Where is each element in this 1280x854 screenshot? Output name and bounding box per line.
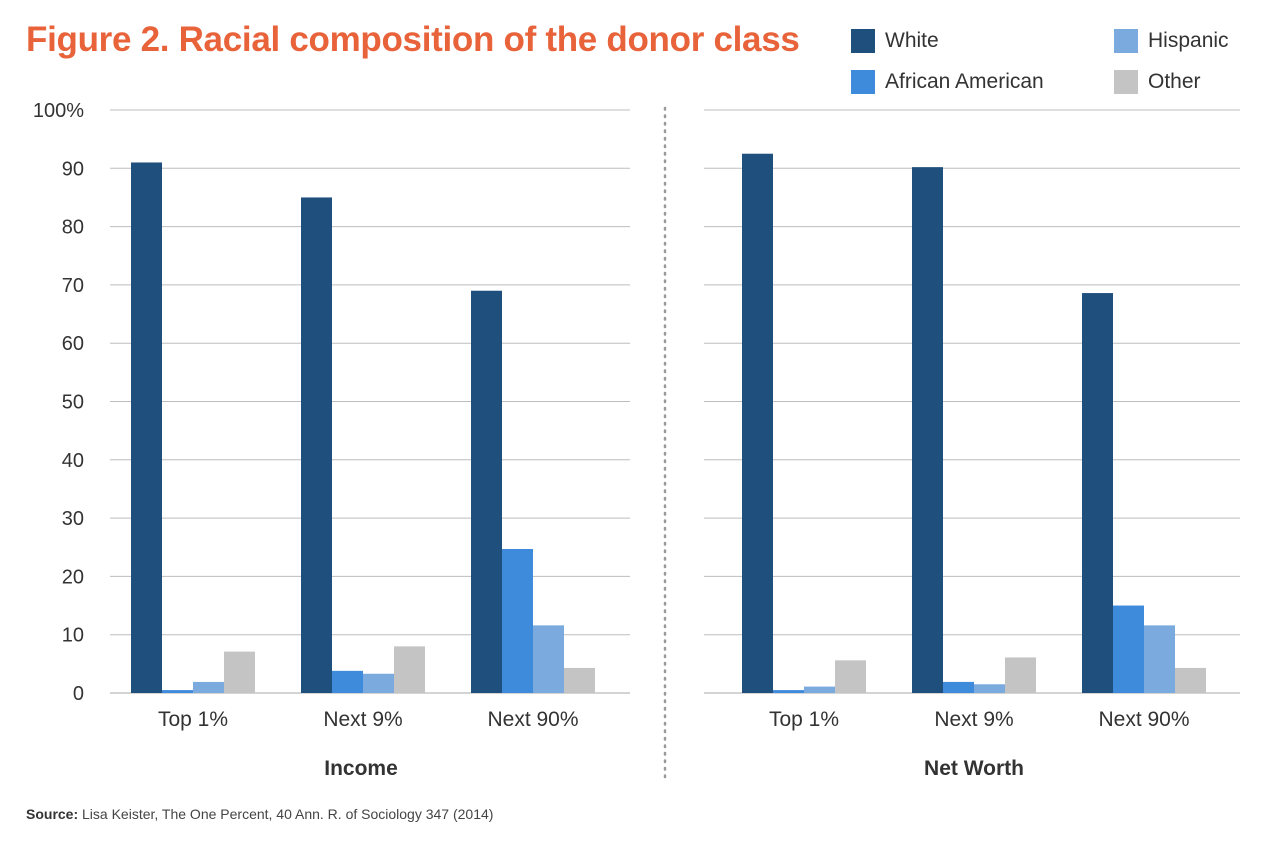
legend-swatch-african-american bbox=[851, 70, 875, 94]
legend-swatch-hispanic bbox=[1114, 29, 1138, 53]
y-tick-label: 80 bbox=[62, 217, 84, 239]
y-tick-label: 60 bbox=[62, 333, 84, 355]
source-note: Source: Lisa Keister, The One Percent, 4… bbox=[26, 806, 493, 822]
y-tick-label: 90 bbox=[62, 158, 84, 180]
bar-net-worth-top-1-white bbox=[742, 153, 773, 694]
bar-net-worth-next-9-hispanic bbox=[974, 684, 1005, 693]
legend-label-hispanic: Hispanic bbox=[1148, 29, 1229, 52]
bar-income-next-9-white bbox=[301, 197, 332, 693]
bar-net-worth-next-90-hispanic bbox=[1144, 625, 1175, 693]
bar-net-worth-top-1-african-american bbox=[773, 690, 804, 693]
x-tick-label: Next 9% bbox=[934, 708, 1013, 731]
bar-income-next-90-white bbox=[471, 290, 502, 693]
y-tick-label: 40 bbox=[62, 450, 84, 472]
bar-net-worth-next-90-african-american bbox=[1113, 605, 1144, 693]
x-tick-label: Top 1% bbox=[158, 708, 228, 731]
bar-net-worth-top-1-hispanic bbox=[804, 686, 835, 693]
x-tick-label: Next 90% bbox=[1098, 708, 1189, 731]
bar-income-next-90-african-american bbox=[502, 548, 533, 693]
y-tick-label: 30 bbox=[62, 508, 84, 530]
bar-net-worth-next-90-other bbox=[1175, 667, 1206, 693]
y-tick-label: 50 bbox=[62, 392, 84, 414]
legend-item-other: Other bbox=[1114, 69, 1201, 95]
source-text: Lisa Keister, The One Percent, 40 Ann. R… bbox=[82, 806, 494, 822]
legend-item-african-american: African American bbox=[851, 69, 1044, 95]
y-tick-label: 100% bbox=[33, 100, 84, 122]
bar-net-worth-next-9-african-american bbox=[943, 681, 974, 693]
bar-income-next-9-african-american bbox=[332, 670, 363, 693]
bar-income-next-90-hispanic bbox=[533, 625, 564, 693]
net-worth-panel: Top 1% Next 9% Next 90% Net Worth bbox=[742, 153, 1206, 780]
bar-net-worth-next-9-white bbox=[912, 167, 943, 693]
bar-income-top-1-african-american bbox=[162, 690, 193, 693]
bar-income-top-1-other bbox=[224, 651, 255, 693]
bar-net-worth-top-1-other bbox=[835, 660, 866, 693]
legend-label-other: Other bbox=[1148, 70, 1201, 93]
bar-net-worth-next-90-white bbox=[1082, 293, 1113, 693]
bar-income-next-9-hispanic bbox=[363, 673, 394, 693]
legend-swatch-other bbox=[1114, 70, 1138, 94]
y-tick-label: 10 bbox=[62, 625, 84, 647]
x-axis-label: Income bbox=[324, 757, 398, 780]
legend-label-african-american: African American bbox=[885, 70, 1044, 93]
bar-income-top-1-white bbox=[131, 162, 162, 694]
bar-income-next-9-other bbox=[394, 646, 425, 693]
y-tick-label: 0 bbox=[73, 683, 84, 705]
legend-swatch-white bbox=[851, 29, 875, 53]
y-axis-ticks: 0 10 20 30 40 50 60 70 80 90 100% bbox=[33, 100, 84, 705]
chart-title: Figure 2. Racial composition of the dono… bbox=[26, 20, 800, 59]
source-label: Source: bbox=[26, 806, 79, 822]
x-tick-label: Next 90% bbox=[487, 708, 578, 731]
income-panel: Top 1% Next 9% Next 90% Income bbox=[131, 162, 595, 780]
bar-net-worth-next-9-other bbox=[1005, 657, 1036, 693]
legend-item-hispanic: Hispanic bbox=[1114, 28, 1229, 54]
gridlines bbox=[110, 109, 1240, 694]
x-tick-label: Next 9% bbox=[323, 708, 402, 731]
bar-income-top-1-hispanic bbox=[193, 681, 224, 693]
y-tick-label: 70 bbox=[62, 275, 84, 297]
x-tick-label: Top 1% bbox=[769, 708, 839, 731]
legend-item-white: White bbox=[851, 28, 939, 54]
y-tick-label: 20 bbox=[62, 566, 84, 588]
x-axis-label: Net Worth bbox=[924, 757, 1024, 780]
legend-label-white: White bbox=[885, 29, 939, 52]
bar-income-next-90-other bbox=[564, 667, 595, 693]
